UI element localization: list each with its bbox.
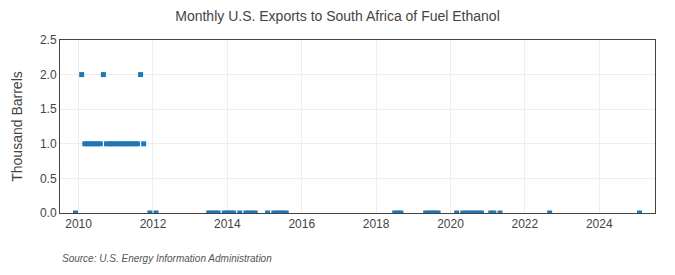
svg-text:Monthly U.S. Exports to South: Monthly U.S. Exports to South Africa of …	[175, 8, 500, 24]
svg-text:2024: 2024	[586, 217, 613, 231]
svg-text:2016: 2016	[288, 217, 315, 231]
svg-text:1.0: 1.0	[40, 137, 57, 151]
svg-text:0.5: 0.5	[40, 172, 57, 186]
svg-text:0.0: 0.0	[40, 206, 57, 220]
svg-text:2014: 2014	[214, 217, 241, 231]
svg-text:Thousand Barrels: Thousand Barrels	[9, 71, 25, 182]
svg-text:2010: 2010	[65, 217, 92, 231]
svg-text:2022: 2022	[511, 217, 538, 231]
svg-text:Source: U.S. Energy Informatio: Source: U.S. Energy Information Administ…	[62, 253, 272, 264]
svg-text:2.0: 2.0	[40, 68, 57, 82]
svg-text:2020: 2020	[437, 217, 464, 231]
svg-text:2012: 2012	[140, 217, 167, 231]
svg-text:1.5: 1.5	[40, 102, 57, 116]
svg-text:2.5: 2.5	[40, 33, 57, 47]
svg-text:2018: 2018	[363, 217, 390, 231]
